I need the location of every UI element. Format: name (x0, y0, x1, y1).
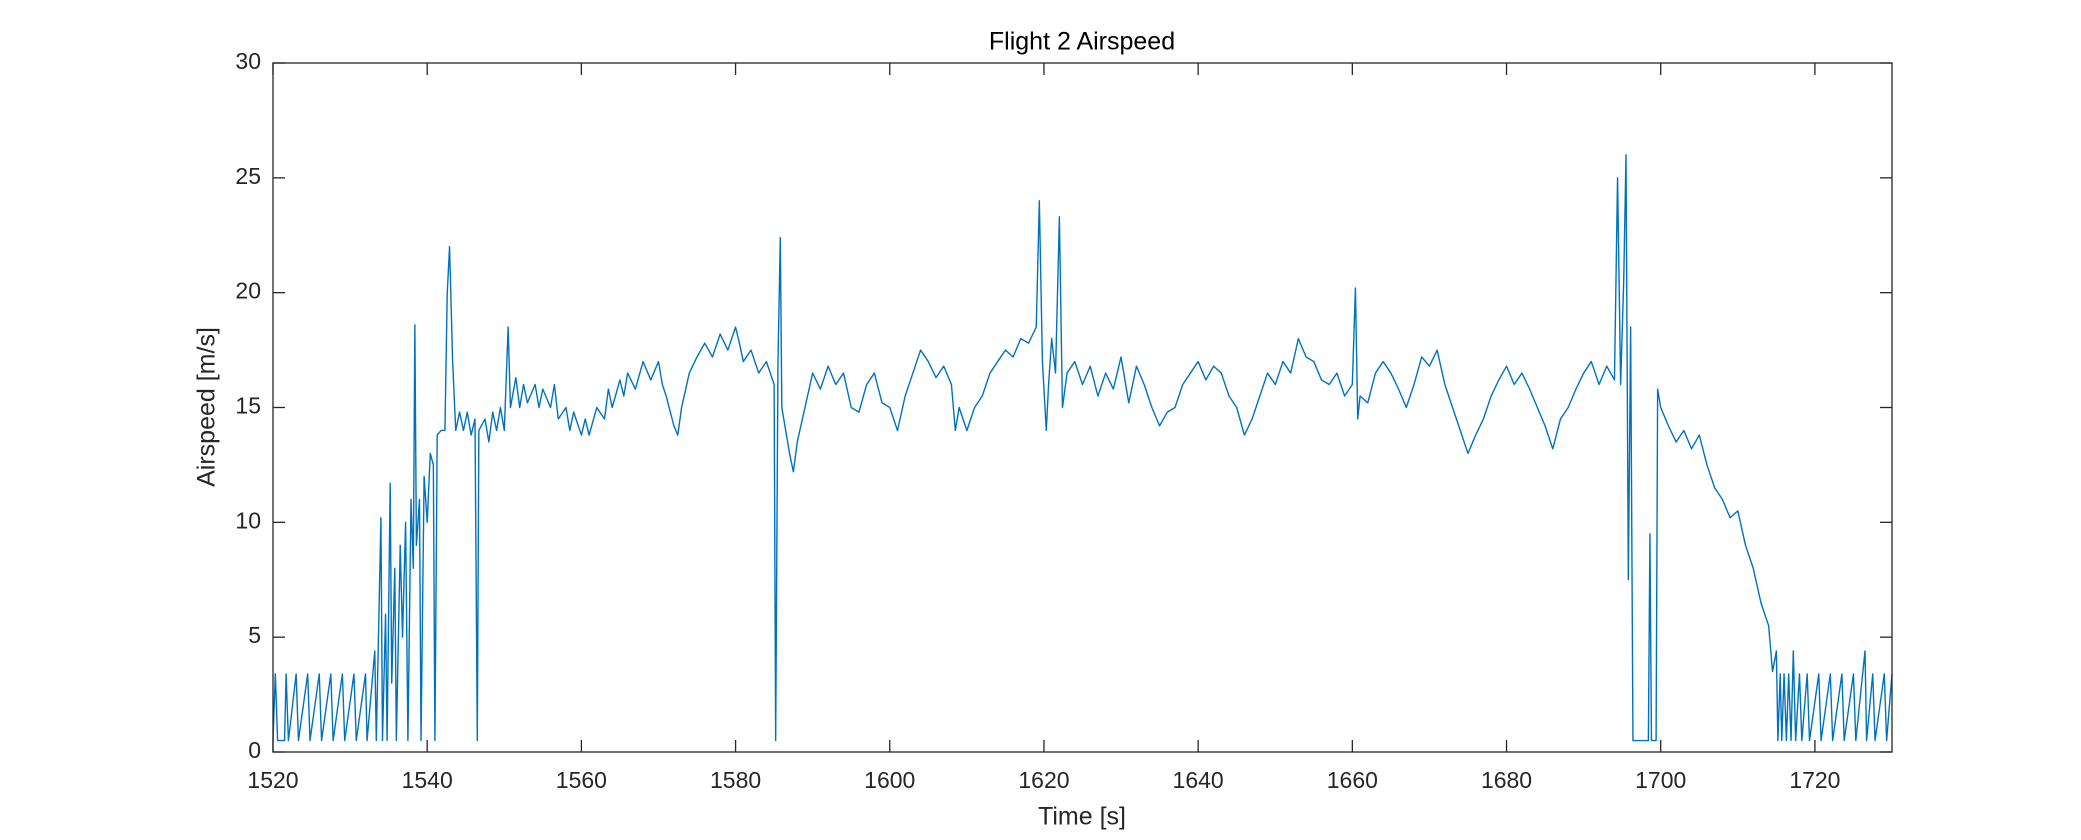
chart-title: Flight 2 Airspeed (989, 28, 1175, 56)
y-axis-label: Airspeed [m/s] (193, 327, 221, 487)
x-tick-label: 1540 (402, 767, 453, 793)
x-tick-label: 1640 (1173, 767, 1224, 793)
x-tick-label: 1580 (710, 767, 761, 793)
x-tick-label: 1600 (864, 767, 915, 793)
data-line (272, 154, 1893, 742)
x-tick-label: 1680 (1481, 767, 1532, 793)
x-axis-label: Time [s] (1038, 803, 1126, 831)
y-tick-label: 0 (248, 737, 261, 763)
y-tick-label: 10 (235, 507, 261, 533)
y-tick-label: 25 (235, 163, 261, 189)
y-tick-label: 30 (235, 48, 261, 74)
x-tick-label: 1560 (556, 767, 607, 793)
y-tick-label: 20 (235, 278, 261, 304)
y-tick-label: 5 (248, 622, 261, 648)
x-tick-label: 1620 (1018, 767, 1069, 793)
x-tick-label: 1660 (1327, 767, 1378, 793)
x-tick-label: 1720 (1789, 767, 1840, 793)
y-tick-label: 15 (235, 393, 261, 419)
x-tick-label: 1520 (247, 767, 298, 793)
x-tick-label: 1700 (1635, 767, 1686, 793)
